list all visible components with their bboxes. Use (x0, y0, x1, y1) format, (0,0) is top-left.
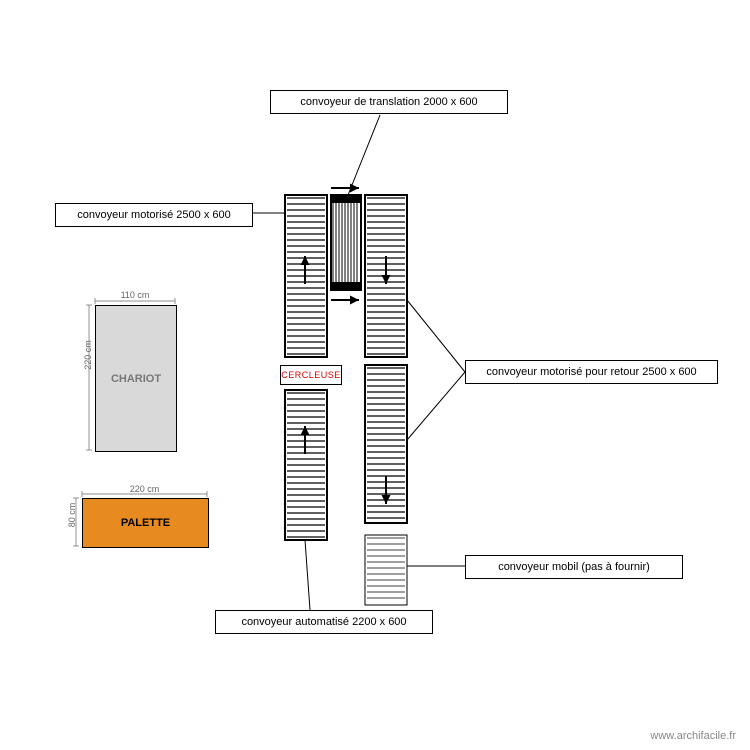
chariot-width-label: 110 cm (95, 290, 175, 300)
label-translation-text: convoyeur de translation 2000 x 600 (300, 96, 477, 108)
palette-text: PALETTE (121, 517, 170, 529)
label-motorise: convoyeur motorisé 2500 x 600 (55, 203, 253, 227)
label-mobil: convoyeur mobil (pas à fournir) (465, 555, 683, 579)
label-retour-text: convoyeur motorisé pour retour 2500 x 60… (486, 366, 696, 378)
cercleuse-box: CERCLEUSE (280, 365, 342, 385)
label-automatise-text: convoyeur automatisé 2200 x 600 (241, 616, 406, 628)
palette-height-label: 80 cm (67, 491, 77, 539)
label-translation: convoyeur de translation 2000 x 600 (270, 90, 508, 114)
label-retour: convoyeur motorisé pour retour 2500 x 60… (465, 360, 718, 384)
watermark: www.archifacile.fr (650, 730, 736, 742)
cercleuse-text: CERCLEUSE (281, 370, 341, 380)
label-motorise-text: convoyeur motorisé 2500 x 600 (77, 209, 230, 221)
chariot-text: CHARIOT (111, 373, 161, 385)
label-mobil-text: convoyeur mobil (pas à fournir) (498, 561, 650, 573)
chariot-height-label: 220 cm (83, 325, 93, 385)
palette-block: PALETTE (82, 498, 209, 548)
chariot-block: CHARIOT (95, 305, 177, 452)
palette-width-label: 220 cm (82, 484, 207, 494)
label-automatise: convoyeur automatisé 2200 x 600 (215, 610, 433, 634)
